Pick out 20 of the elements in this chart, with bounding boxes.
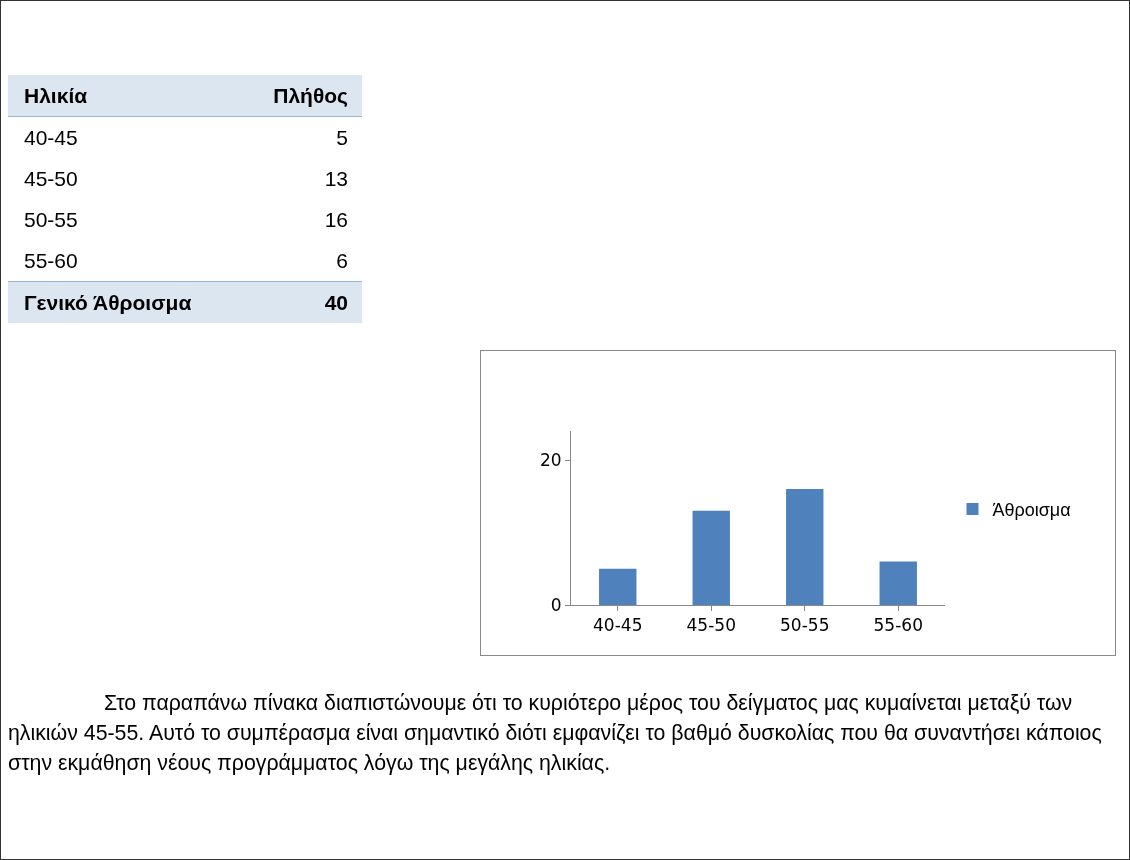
text: 13 — [323, 165, 349, 192]
category-label: 50-55 — [24, 207, 78, 231]
x-tick-label: 50-55 — [780, 615, 830, 636]
text: 6 — [335, 247, 349, 274]
text: Γενικό Άθροισμα — [8, 281, 240, 323]
x-tick-label: 40-45 — [593, 615, 643, 636]
text: Πλήθος — [239, 75, 362, 117]
x-tick-label: 45-50 — [686, 615, 736, 636]
text: Ηλικία — [8, 75, 240, 117]
y-tick-label: 20 — [539, 449, 562, 470]
x-tick-label: 55-60 — [873, 615, 923, 636]
text: Στο παραπάνω πίνακα διαπιστώνουμε ότι το κυριότερο μέρος του δείγματος μας κυμαίνεται μεταξύ των ηλικιών 45-55. Αυτό το συμπέρασμα είναι σημαντικό διότι εμφανίζει το βαθμό δυσκολίας που θα συναντήσει κάποιος στην εκμάθηση νέους προγράμματος λόγω της μεγάλης ηλικίας. — [8, 690, 1103, 777]
category-label: 45-50 — [24, 166, 78, 190]
y-tick-label: 0 — [550, 594, 562, 615]
legend-label: Άθροισμα — [992, 500, 1071, 521]
category-label: 40-45 — [24, 125, 78, 149]
text: 5 — [335, 124, 349, 151]
text: 16 — [323, 206, 349, 233]
text: 40 — [239, 281, 362, 323]
category-label: 55-60 — [24, 248, 78, 272]
